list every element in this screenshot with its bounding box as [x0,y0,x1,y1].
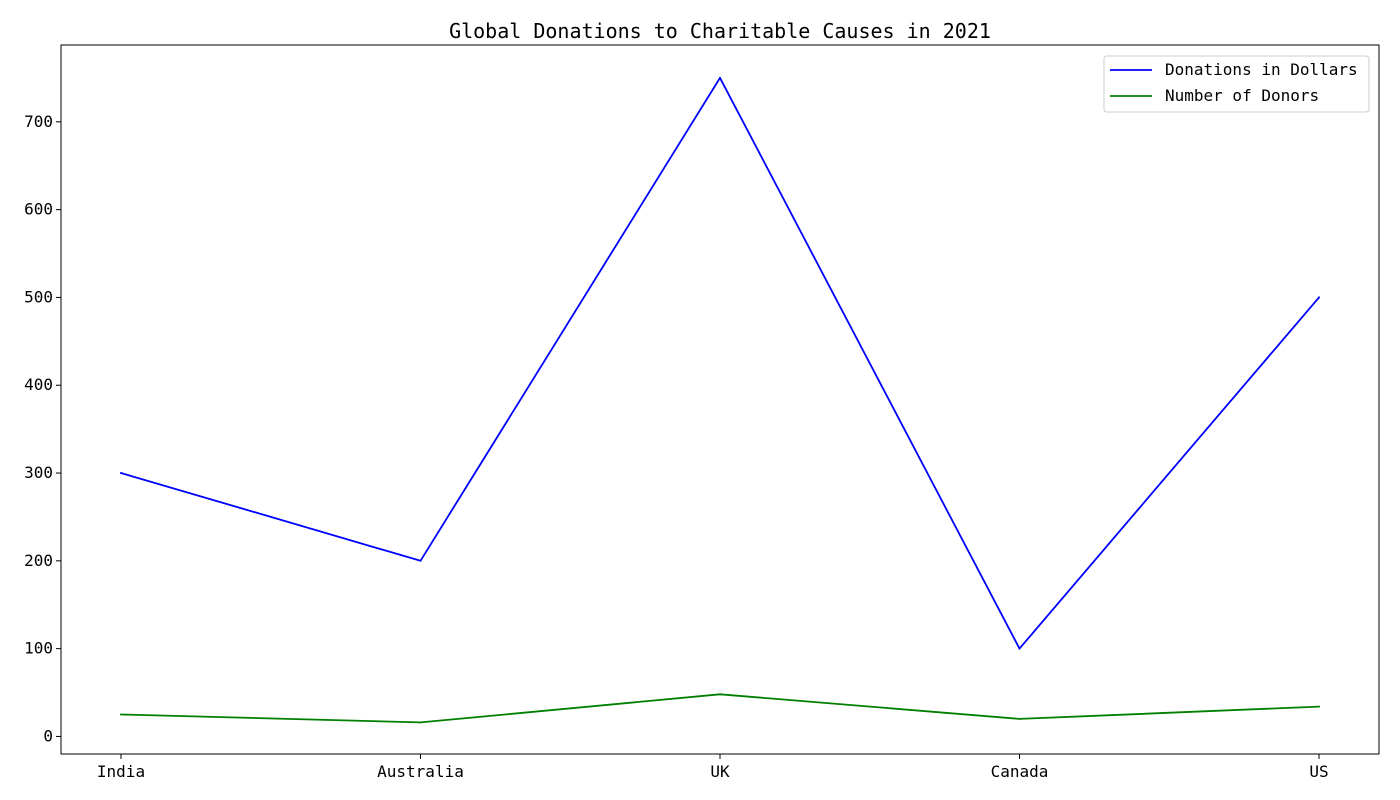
y-axis: 0 100 200 300 400 500 600 700 [24,112,61,745]
data-point-2-australia [419,721,422,724]
y-tick-label-200: 200 [24,551,53,570]
chart-title: Global Donations to Charitable Causes in… [449,19,991,43]
data-point-2-india [120,713,122,716]
x-tick-label-uk: UK [710,762,730,781]
y-tick-label-300: 300 [24,463,53,482]
legend-label-1: Donations in Dollars [1165,60,1358,79]
x-tick-label-canada: Canada [991,762,1049,781]
data-point-1-canada [1018,647,1021,650]
legend-box [1103,55,1370,113]
x-tick-label-us: US [1309,762,1328,781]
plot-area [120,76,1320,724]
y-tick-label-600: 600 [24,200,53,219]
x-axis: India Australia UK Canada US [97,754,1329,781]
data-point-1-australia [419,559,422,562]
data-point-1-uk [719,76,721,79]
y-tick-label-100: 100 [24,639,53,658]
legend-label-2: Number of Donors [1165,86,1319,105]
data-point-2-uk [719,693,721,696]
x-tick-label-india: India [97,762,145,781]
y-tick-label-400: 400 [24,375,53,394]
data-point-1-india [120,472,122,474]
x-tick-label-australia: Australia [377,762,464,781]
y-tick-label-700: 700 [24,112,53,131]
y-tick-label-0: 0 [43,726,53,745]
y-tick-label-500: 500 [24,287,53,306]
data-point-2-canada [1018,717,1021,720]
data-point-1-us [1318,296,1320,299]
legend: Donations in Dollars Number of Donors [1103,55,1370,113]
data-point-2-us [1318,705,1320,708]
